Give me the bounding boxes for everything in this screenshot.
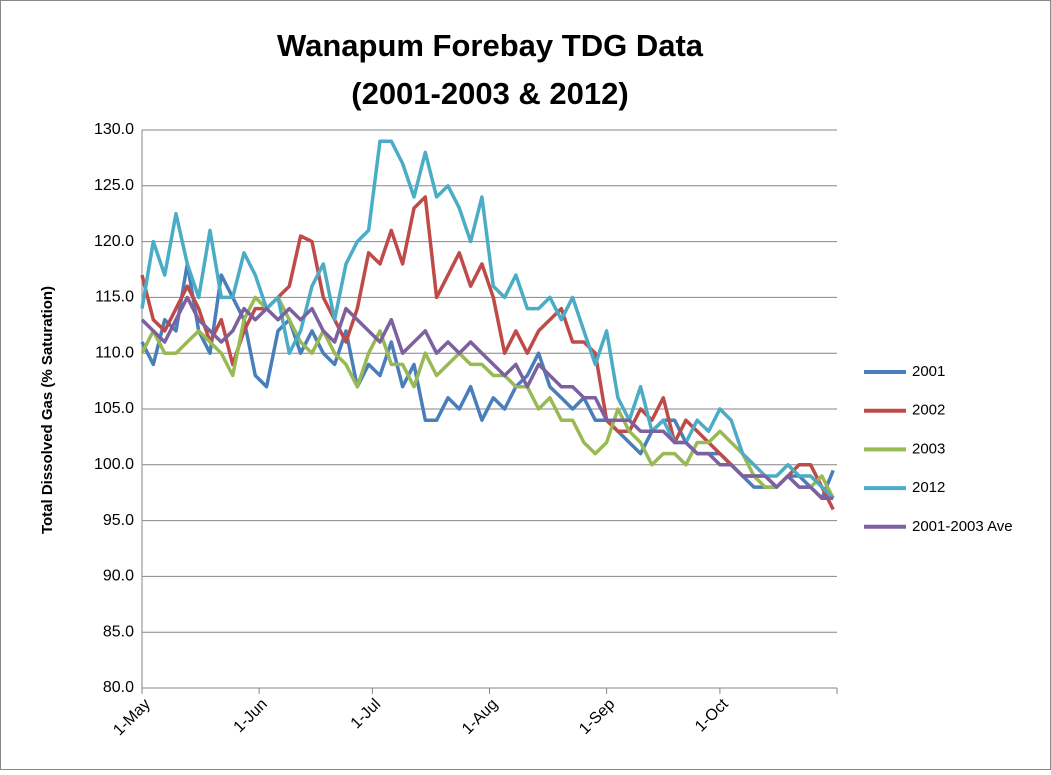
y-tick-label: 85.0 <box>103 623 134 640</box>
series-line <box>140 139 835 500</box>
legend-label: 2001 <box>912 363 945 380</box>
series-line <box>140 195 835 511</box>
y-axis-label: Total Dissolved Gas (% Saturation) <box>39 286 56 534</box>
y-tick-label: 115.0 <box>95 289 134 306</box>
y-tick-label: 110.0 <box>95 344 134 361</box>
chart-title: Wanapum Forebay TDG Data <box>277 28 704 63</box>
series-line <box>140 295 835 500</box>
y-tick-label: 90.0 <box>103 568 134 585</box>
y-tick-label: 125.0 <box>94 177 134 194</box>
legend-label: 2012 <box>912 479 945 496</box>
series-line <box>140 295 834 501</box>
chart-title: (2001-2003 & 2012) <box>351 76 628 111</box>
y-tick-label: 120.0 <box>94 233 134 250</box>
legend-label: 2002 <box>912 402 945 419</box>
y-tick-label: 130.0 <box>94 121 134 138</box>
y-tick-label: 80.0 <box>103 679 134 696</box>
legend-label: 2001-2003 Ave <box>912 518 1013 535</box>
legend-label: 2003 <box>912 440 945 457</box>
y-tick-label: 105.0 <box>94 400 134 417</box>
y-tick-label: 95.0 <box>103 512 134 529</box>
y-tick-label: 100.0 <box>94 456 134 473</box>
